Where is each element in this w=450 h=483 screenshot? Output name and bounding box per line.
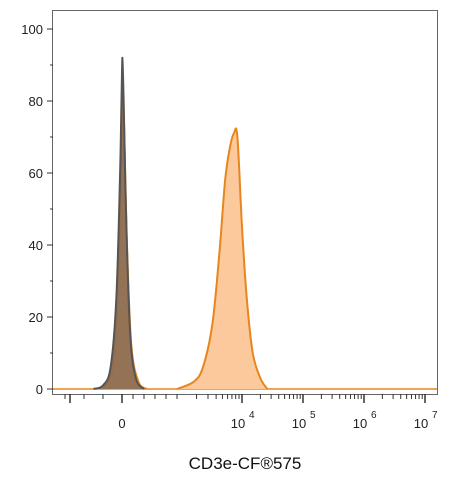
y-tick-label: 100 bbox=[21, 22, 43, 37]
x-tick-label: 10 bbox=[231, 416, 245, 431]
x-tick-exponent: 5 bbox=[310, 410, 316, 421]
histogram-isotype-control-line bbox=[93, 56, 145, 390]
y-tick-label: 80 bbox=[29, 94, 43, 109]
x-tick-exponent: 4 bbox=[249, 410, 255, 421]
x-tick-exponent: 6 bbox=[371, 410, 377, 421]
histogram-stained-fill bbox=[177, 128, 268, 389]
y-tick-label: 0 bbox=[36, 382, 43, 397]
x-tick-exponent: 7 bbox=[432, 410, 438, 421]
histogram-curves bbox=[53, 56, 437, 390]
x-axis: 0 10 4 10 5 10 6 10 7 bbox=[64, 394, 438, 431]
y-tick-label: 40 bbox=[29, 238, 43, 253]
x-tick-label: 10 bbox=[414, 416, 428, 431]
x-tick-label: 10 bbox=[353, 416, 367, 431]
y-tick-label: 20 bbox=[29, 310, 43, 325]
x-tick-label: 10 bbox=[292, 416, 306, 431]
y-axis: 0 20 40 60 80 100 bbox=[21, 22, 53, 397]
y-tick-label: 60 bbox=[29, 166, 43, 181]
x-tick-label: 0 bbox=[118, 416, 125, 431]
histogram-stained-line bbox=[176, 127, 269, 390]
histogram-isotype-control-fill bbox=[93, 57, 144, 389]
x-axis-label: CD3e-CF®575 bbox=[189, 454, 302, 473]
plot-frame bbox=[52, 10, 438, 395]
